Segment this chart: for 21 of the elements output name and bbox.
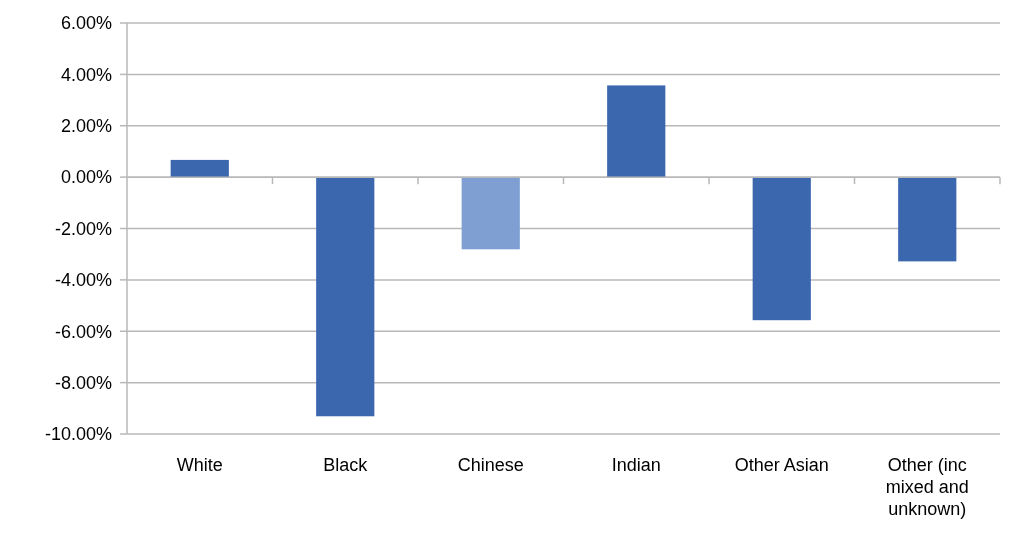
x-tick-label: Other (inc mixed and unknown) xyxy=(885,455,969,519)
bar xyxy=(170,159,229,178)
x-tick-label: Indian xyxy=(611,455,661,475)
bar xyxy=(752,177,811,321)
y-tick-label: 4.00% xyxy=(60,64,112,85)
x-tick-label: Other Asian xyxy=(734,455,829,475)
x-tick-label: Chinese xyxy=(457,455,524,475)
bar xyxy=(898,177,957,262)
y-tick-label: 0.00% xyxy=(60,167,112,188)
x-tick-label: White xyxy=(176,455,223,475)
y-tick-label: -6.00% xyxy=(54,321,112,342)
y-tick-label: -10.00% xyxy=(44,424,112,445)
bar xyxy=(607,85,666,178)
y-tick-label: 6.00% xyxy=(60,13,112,34)
y-tick-label: -8.00% xyxy=(54,372,112,393)
bar xyxy=(316,177,375,417)
y-tick-label: -4.00% xyxy=(54,270,112,291)
y-tick-label: -2.00% xyxy=(54,218,112,239)
y-tick-label: 2.00% xyxy=(60,116,112,137)
bar xyxy=(461,177,520,250)
x-tick-label: Black xyxy=(323,455,369,475)
